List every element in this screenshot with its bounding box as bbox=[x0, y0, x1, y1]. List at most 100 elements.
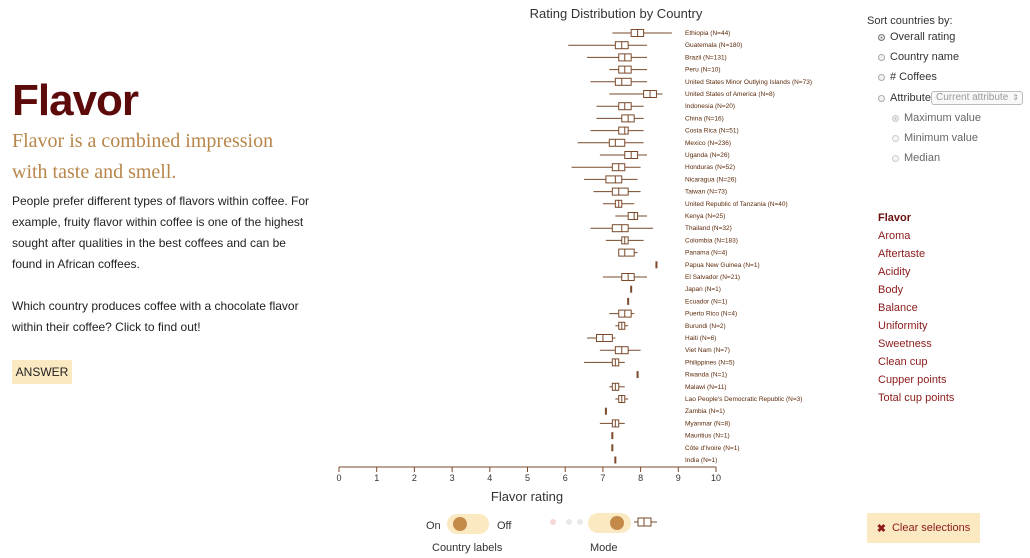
sub-option-minimum[interactable]: Minimum value bbox=[892, 132, 978, 144]
country-label: El Salvador (N=21) bbox=[685, 274, 740, 281]
country-row[interactable]: Kenya (N=25) bbox=[615, 212, 725, 221]
attribute-uniformity[interactable]: Uniformity bbox=[878, 320, 928, 332]
country-row[interactable]: Ethiopia (N=44) bbox=[612, 29, 730, 38]
iqr-box bbox=[611, 224, 629, 233]
country-row[interactable]: Papua New Guinea (N=1) bbox=[655, 261, 760, 269]
mode-toggle[interactable] bbox=[545, 512, 665, 536]
country-row[interactable]: Japan (N=1) bbox=[630, 285, 721, 294]
sort-option-label: # Coffees bbox=[890, 71, 937, 83]
country-row[interactable]: Ecuador (N=1) bbox=[627, 297, 727, 306]
iqr-box bbox=[614, 77, 632, 86]
country-row[interactable]: Honduras (N=52) bbox=[571, 163, 735, 172]
country-label: Viet Nam (N=7) bbox=[685, 347, 730, 354]
page-title: Flavor bbox=[12, 76, 139, 125]
radio-icon bbox=[878, 53, 885, 61]
country-row[interactable]: Brazil (N=131) bbox=[587, 53, 727, 62]
x-tick-label: 8 bbox=[638, 473, 643, 483]
clear-selections-button[interactable]: ✖ Clear selections bbox=[867, 513, 980, 543]
country-row[interactable]: Zambia (N=1) bbox=[604, 407, 725, 416]
clear-selections-label: Clear selections bbox=[891, 522, 971, 534]
country-row[interactable]: Thailand (N=32) bbox=[590, 224, 732, 233]
attribute-select-value: Current attribute bbox=[936, 92, 1009, 103]
country-label: Philippines (N=5) bbox=[685, 359, 735, 366]
attribute-body[interactable]: Body bbox=[878, 284, 904, 296]
country-label: Brazil (N=131) bbox=[685, 54, 727, 61]
country-label: Colombia (N=183) bbox=[685, 237, 738, 244]
country-row[interactable]: United Republic of Tanzania (N=40) bbox=[602, 199, 788, 208]
country-label: Lao People's Democratic Republic (N=3) bbox=[685, 396, 802, 403]
radio-icon bbox=[892, 134, 899, 142]
country-label: Zambia (N=1) bbox=[685, 408, 725, 415]
country-label: Mauritius (N=1) bbox=[685, 433, 730, 440]
iqr-box bbox=[618, 126, 629, 135]
country-row[interactable]: El Salvador (N=21) bbox=[602, 273, 740, 282]
x-tick-label: 10 bbox=[711, 473, 721, 483]
country-labels-toggle[interactable] bbox=[447, 514, 489, 534]
attribute-total-cup-points[interactable]: Total cup points bbox=[878, 392, 955, 404]
country-row[interactable]: Rwanda (N=1) bbox=[636, 371, 728, 379]
answer-button[interactable]: ANSWER bbox=[12, 360, 72, 384]
country-row[interactable]: China (N=16) bbox=[596, 114, 724, 123]
sub-option-median[interactable]: Median bbox=[892, 152, 940, 164]
country-row[interactable]: Malawi (N=11) bbox=[609, 382, 727, 391]
country-row[interactable]: Nicaragua (N=26) bbox=[584, 175, 736, 184]
iqr-box bbox=[611, 187, 629, 196]
country-row[interactable]: Lao People's Democratic Republic (N=3) bbox=[615, 395, 802, 404]
country-row[interactable]: Philippines (N=5) bbox=[584, 358, 735, 367]
sort-option-country-name[interactable]: Country name bbox=[878, 51, 959, 63]
iqr-box bbox=[595, 334, 613, 342]
country-row[interactable]: Myanmar (N=8) bbox=[599, 419, 730, 428]
attribute-cupper-points[interactable]: Cupper points bbox=[878, 374, 947, 386]
country-row[interactable]: Puerto Rico (N=4) bbox=[609, 309, 737, 318]
attribute-balance[interactable]: Balance bbox=[878, 302, 918, 314]
sort-option-attribute[interactable]: Attribute bbox=[878, 92, 931, 104]
country-row[interactable]: Indonesia (N=20) bbox=[596, 102, 735, 111]
radio-icon bbox=[892, 154, 899, 162]
country-row[interactable]: Burundi (N=2) bbox=[615, 321, 726, 330]
country-label: Mexico (N=236) bbox=[685, 140, 731, 147]
sort-option-overall-rating[interactable]: Overall rating bbox=[878, 31, 955, 43]
country-row[interactable]: Côte d'Ivoire (N=1) bbox=[611, 444, 740, 452]
sub-option-maximum[interactable]: Maximum value bbox=[892, 112, 981, 124]
country-label: United States Minor Outlying Islands (N=… bbox=[685, 79, 812, 86]
country-label: India (N=1) bbox=[685, 457, 717, 464]
country-row[interactable]: Mexico (N=236) bbox=[577, 138, 731, 147]
question-paragraph: Which country produces coffee with a cho… bbox=[12, 299, 299, 334]
attribute-sweetness[interactable]: Sweetness bbox=[878, 338, 932, 350]
country-row[interactable]: Viet Nam (N=7) bbox=[599, 346, 730, 355]
attribute-acidity[interactable]: Acidity bbox=[878, 266, 911, 278]
country-label: China (N=16) bbox=[685, 115, 724, 122]
sort-option-label: Attribute bbox=[890, 92, 931, 104]
country-row[interactable]: Panama (N=4) bbox=[618, 248, 728, 257]
x-tick-label: 4 bbox=[487, 473, 492, 483]
country-row[interactable]: Taiwan (N=73) bbox=[593, 187, 727, 196]
attribute-clean-cup[interactable]: Clean cup bbox=[878, 356, 928, 368]
attribute-aroma[interactable]: Aroma bbox=[878, 230, 911, 242]
attribute-aftertaste[interactable]: Aftertaste bbox=[878, 248, 926, 260]
country-row[interactable]: Peru (N=10) bbox=[609, 65, 721, 74]
toggle-knob bbox=[453, 517, 467, 531]
country-row[interactable]: Colombia (N=183) bbox=[605, 236, 738, 245]
country-row[interactable]: Costa Rica (N=51) bbox=[590, 126, 739, 135]
sub-option-label: Minimum value bbox=[904, 132, 978, 144]
country-label: Uganda (N=26) bbox=[685, 152, 730, 159]
attribute-select[interactable]: Current attribute ⇕ bbox=[931, 91, 1023, 105]
sort-option-num-coffees[interactable]: # Coffees bbox=[878, 71, 937, 83]
country-row[interactable]: Guatemala (N=180) bbox=[568, 41, 742, 50]
attribute-flavor[interactable]: Flavor bbox=[878, 212, 912, 224]
country-label: United Republic of Tanzania (N=40) bbox=[685, 201, 788, 208]
country-row[interactable]: United States of America (N=8) bbox=[609, 90, 775, 99]
country-label: Myanmar (N=8) bbox=[685, 420, 730, 427]
country-row[interactable]: Mauritius (N=1) bbox=[611, 432, 730, 440]
country-row[interactable]: India (N=1) bbox=[614, 456, 717, 465]
country-label: Indonesia (N=20) bbox=[685, 103, 735, 110]
country-labels-caption: Country labels bbox=[432, 542, 503, 554]
x-tick-label: 1 bbox=[374, 473, 379, 483]
country-row[interactable]: United States Minor Outlying Islands (N=… bbox=[590, 77, 812, 86]
country-label: Kenya (N=25) bbox=[685, 213, 725, 220]
x-tick-label: 0 bbox=[336, 473, 341, 483]
mode-toggle-track bbox=[588, 513, 631, 533]
country-row[interactable]: Haiti (N=6) bbox=[587, 334, 716, 343]
country-row[interactable]: Uganda (N=26) bbox=[599, 151, 730, 160]
country-label: Peru (N=10) bbox=[685, 67, 721, 74]
